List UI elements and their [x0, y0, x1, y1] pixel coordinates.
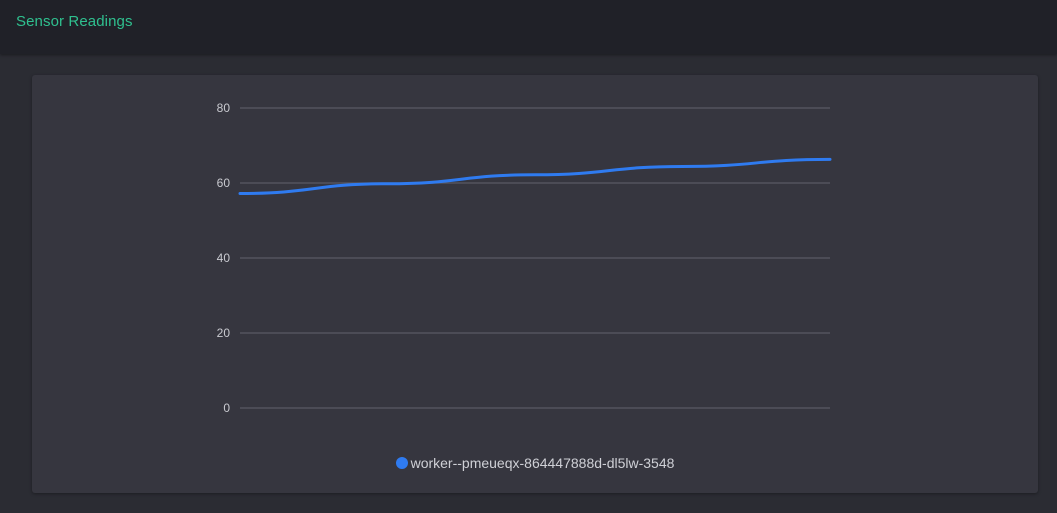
legend-label: worker--pmeueqx-864447888d-dl5lw-3548 — [410, 455, 675, 471]
top-app-bar: Sensor Readings — [0, 0, 1057, 54]
legend-item[interactable]: worker--pmeueqx-864447888d-dl5lw-3548 — [395, 455, 675, 471]
y-tick-label: 0 — [223, 401, 230, 415]
page-title: Sensor Readings — [16, 13, 133, 30]
series-line[interactable] — [238, 157, 832, 195]
y-tick-label: 40 — [217, 251, 231, 265]
line-chart: 0 20 40 60 80 — [217, 101, 832, 415]
y-tick-label: 60 — [217, 176, 231, 190]
chart-legend: worker--pmeueqx-864447888d-dl5lw-3548 — [32, 455, 1038, 472]
y-tick-label: 20 — [217, 326, 231, 340]
chart-card: 0 20 40 60 80 worker--pmeueqx-864447888d-dl5… — [32, 75, 1038, 493]
legend-dot-icon — [395, 457, 408, 469]
y-tick-label: 80 — [217, 101, 231, 115]
